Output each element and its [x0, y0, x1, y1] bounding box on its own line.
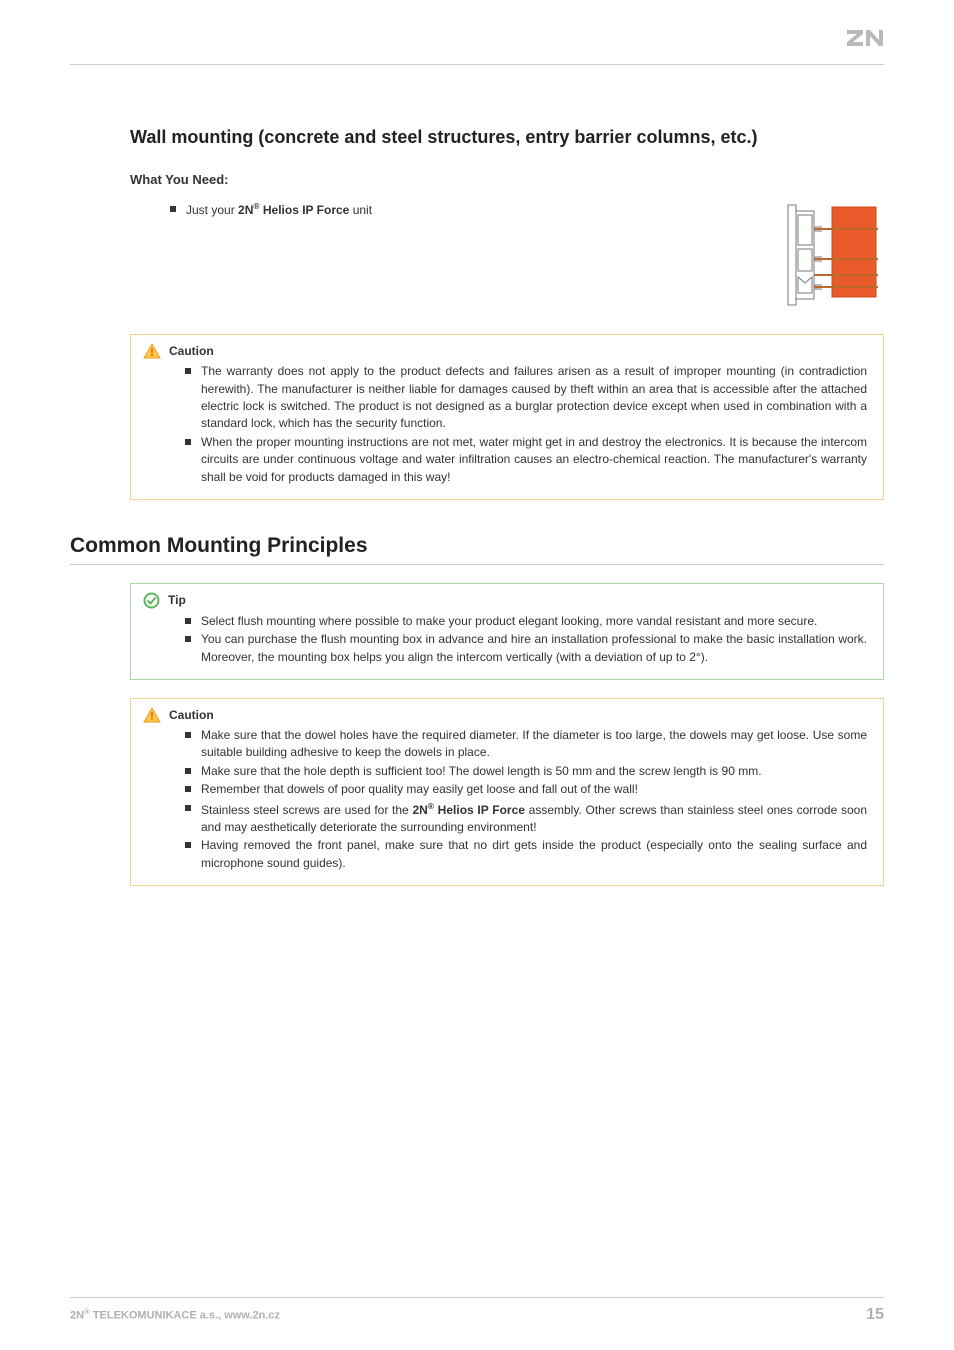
tip-icon	[143, 592, 160, 609]
list-item: When the proper mounting instructions ar…	[185, 434, 867, 486]
page-footer: 2N® TELEKOMUNIKACE a.s., www.2n.cz 15	[70, 1297, 884, 1324]
brand-logo	[846, 28, 884, 53]
tip-callout: Tip Select flush mounting where possible…	[130, 583, 884, 680]
list-item: Make sure that the hole depth is suffici…	[185, 763, 867, 780]
top-divider	[70, 64, 884, 65]
list-item: Having removed the front panel, make sur…	[185, 837, 867, 872]
caution-icon	[143, 343, 161, 359]
list-item: Remember that dowels of poor quality may…	[185, 781, 867, 798]
caution-label: Caution	[169, 708, 214, 722]
list-item: You can purchase the flush mounting box …	[185, 631, 867, 666]
list-item: The warranty does not apply to the produ…	[185, 363, 867, 433]
need-list: Just your 2N® Helios IP Force unit	[170, 201, 372, 217]
caution-callout-2: Caution Make sure that the dowel holes h…	[130, 698, 884, 886]
page-number: 15	[866, 1306, 884, 1324]
caution-icon	[143, 707, 161, 723]
list-item: Select flush mounting where possible to …	[185, 613, 867, 630]
caution-callout-1: Caution The warranty does not apply to t…	[130, 334, 884, 500]
tip-list: Select flush mounting where possible to …	[185, 613, 867, 666]
footer-divider	[70, 1297, 884, 1298]
section-heading-common: Common Mounting Principles	[70, 534, 884, 558]
what-you-need-heading: What You Need:	[130, 172, 884, 187]
list-item: Stainless steel screws are used for the …	[185, 800, 867, 837]
mounting-diagram	[770, 201, 880, 316]
section-divider	[70, 564, 884, 565]
list-item: Just your 2N® Helios IP Force unit	[170, 201, 372, 217]
tip-label: Tip	[168, 593, 186, 607]
list-item: Make sure that the dowel holes have the …	[185, 727, 867, 762]
caution-1-list: The warranty does not apply to the produ…	[185, 363, 867, 486]
caution-label: Caution	[169, 344, 214, 358]
section-heading-wall: Wall mounting (concrete and steel struct…	[130, 125, 884, 150]
caution-2-list: Make sure that the dowel holes have the …	[185, 727, 867, 872]
footer-left: 2N® TELEKOMUNIKACE a.s., www.2n.cz	[70, 1307, 280, 1322]
